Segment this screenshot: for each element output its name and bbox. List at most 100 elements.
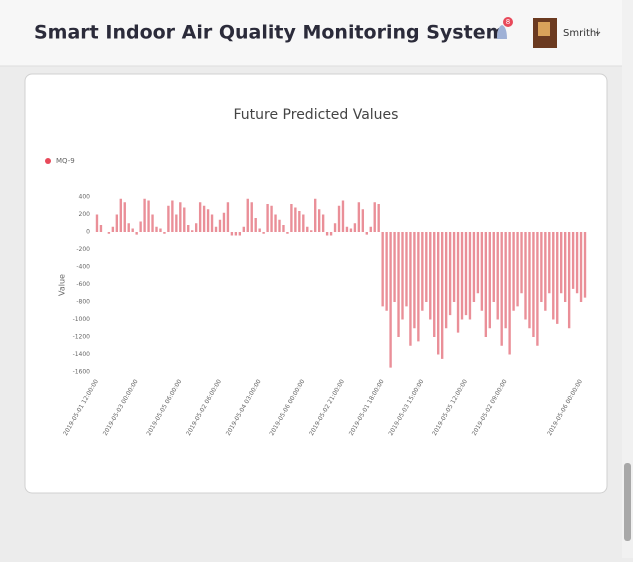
bar bbox=[397, 232, 399, 337]
bar bbox=[314, 199, 316, 232]
bar bbox=[262, 232, 264, 234]
bar bbox=[215, 227, 217, 232]
y-axis-label: Value bbox=[58, 274, 67, 296]
bar bbox=[318, 209, 320, 232]
bar bbox=[524, 232, 526, 320]
bar bbox=[417, 232, 419, 341]
bar bbox=[155, 227, 157, 232]
bar bbox=[374, 202, 376, 232]
bar bbox=[556, 232, 558, 324]
bar bbox=[568, 232, 570, 328]
bar bbox=[191, 230, 193, 232]
bar bbox=[266, 204, 268, 232]
bar bbox=[445, 232, 447, 328]
bar bbox=[413, 232, 415, 328]
bar bbox=[120, 199, 122, 232]
bar bbox=[100, 225, 102, 232]
y-tick-label: -1200 bbox=[73, 334, 91, 341]
bar bbox=[247, 199, 249, 232]
bar bbox=[378, 204, 380, 232]
bar bbox=[135, 232, 137, 235]
bar bbox=[477, 232, 479, 293]
bar bbox=[497, 232, 499, 320]
bar bbox=[163, 232, 165, 234]
bar bbox=[469, 232, 471, 320]
bar bbox=[286, 232, 288, 234]
bar bbox=[441, 232, 443, 359]
bar bbox=[473, 232, 475, 302]
user-name[interactable]: Smrithi bbox=[563, 28, 599, 39]
bar bbox=[429, 232, 431, 320]
y-tick-label: -800 bbox=[76, 299, 90, 306]
bar bbox=[489, 232, 491, 328]
bar bbox=[132, 229, 134, 233]
bar bbox=[258, 229, 260, 233]
bar bbox=[572, 232, 574, 289]
bar bbox=[147, 201, 149, 233]
bar bbox=[290, 204, 292, 232]
bar bbox=[175, 215, 177, 233]
bar bbox=[342, 201, 344, 233]
bar bbox=[536, 232, 538, 346]
bar bbox=[584, 232, 586, 298]
bar bbox=[544, 232, 546, 311]
bar bbox=[112, 227, 114, 232]
bar bbox=[528, 232, 530, 328]
bar bbox=[219, 220, 221, 232]
scroll-thumb[interactable] bbox=[624, 463, 631, 541]
bar bbox=[389, 232, 391, 368]
bar bbox=[576, 232, 578, 293]
bar bbox=[393, 232, 395, 302]
bar bbox=[512, 232, 514, 311]
bar bbox=[326, 232, 328, 236]
y-tick-label: -200 bbox=[76, 246, 90, 253]
bar bbox=[195, 223, 197, 232]
bar bbox=[227, 202, 229, 232]
y-tick-label: 200 bbox=[79, 211, 91, 218]
bar bbox=[310, 230, 312, 232]
bar bbox=[338, 206, 340, 232]
bar bbox=[465, 232, 467, 315]
bar bbox=[255, 218, 257, 232]
bar bbox=[171, 201, 173, 233]
y-tick-label: -600 bbox=[76, 281, 90, 288]
bar bbox=[139, 222, 141, 233]
bar bbox=[235, 232, 237, 236]
bar bbox=[362, 209, 364, 232]
bar bbox=[151, 215, 153, 233]
bar bbox=[282, 225, 284, 232]
avatar-detail bbox=[538, 22, 550, 36]
y-tick-label: -1600 bbox=[73, 369, 91, 376]
bar bbox=[187, 225, 189, 232]
bar bbox=[564, 232, 566, 302]
screen: Smart Indoor Air Quality Monitoring Syst… bbox=[0, 0, 633, 558]
bar bbox=[481, 232, 483, 311]
bar bbox=[457, 232, 459, 333]
bar bbox=[409, 232, 411, 346]
page: Smart Indoor Air Quality Monitoring Syst… bbox=[0, 0, 633, 558]
bar bbox=[274, 215, 276, 233]
bar bbox=[366, 232, 368, 235]
bar bbox=[421, 232, 423, 311]
bar bbox=[223, 213, 225, 232]
bar bbox=[485, 232, 487, 337]
bar bbox=[128, 223, 130, 232]
y-tick-label: 0 bbox=[86, 229, 90, 236]
bar bbox=[199, 202, 201, 232]
bar bbox=[294, 208, 296, 233]
bar bbox=[540, 232, 542, 302]
bar bbox=[179, 202, 181, 232]
legend-marker bbox=[45, 158, 51, 164]
bar bbox=[124, 202, 126, 232]
bar bbox=[306, 227, 308, 232]
bar bbox=[405, 232, 407, 306]
bar bbox=[298, 211, 300, 232]
bar bbox=[207, 209, 209, 232]
bar bbox=[401, 232, 403, 320]
app-title: Smart Indoor Air Quality Monitoring Syst… bbox=[34, 22, 505, 44]
bar bbox=[350, 229, 352, 233]
bar bbox=[239, 232, 241, 236]
bar bbox=[302, 215, 304, 233]
bar bbox=[231, 232, 233, 236]
bar bbox=[425, 232, 427, 302]
